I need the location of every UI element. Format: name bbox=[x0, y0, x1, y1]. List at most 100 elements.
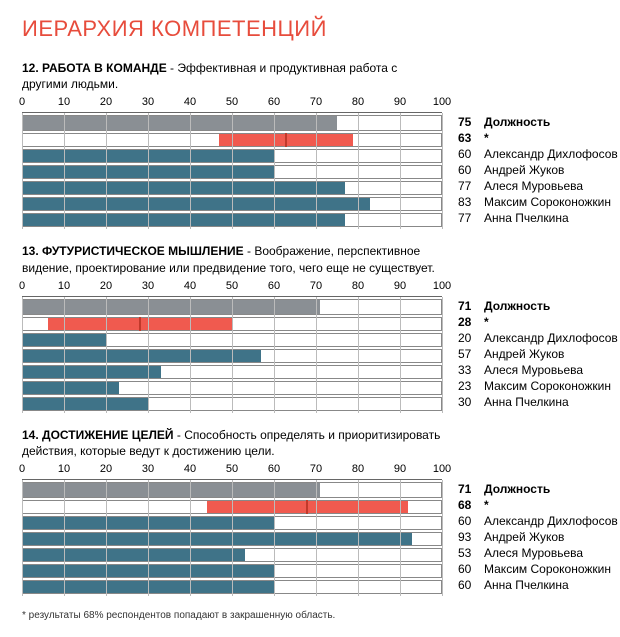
legend-value: 60 bbox=[458, 561, 484, 577]
legend-value: 33 bbox=[458, 362, 484, 378]
bar-person bbox=[22, 365, 442, 379]
bar-fill bbox=[23, 483, 320, 497]
section-number: 12. bbox=[22, 61, 39, 75]
legend-value: 77 bbox=[458, 210, 484, 226]
legend-label: * bbox=[484, 314, 618, 330]
legend-row: 60Александр Дихлофосов bbox=[458, 513, 618, 529]
axis-tick-label: 80 bbox=[352, 280, 364, 292]
bar-person bbox=[22, 349, 442, 363]
ci-mark bbox=[139, 317, 141, 331]
legend-label: Александр Дихлофосов bbox=[484, 513, 618, 529]
axis-tick-label: 70 bbox=[310, 96, 322, 108]
bar-primary bbox=[22, 299, 442, 315]
bar-fill bbox=[23, 150, 274, 162]
legend-label: Андрей Жуков bbox=[484, 529, 618, 545]
legend-value: 60 bbox=[458, 146, 484, 162]
chart: 71Должность28*20Александр Дихлофосов57Ан… bbox=[22, 296, 608, 413]
section-heading: 14. ДОСТИЖЕНИЕ ЦЕЛЕЙ - Способность опред… bbox=[22, 427, 442, 459]
legend-value: 53 bbox=[458, 545, 484, 561]
legend-row: 68* bbox=[458, 497, 618, 513]
legend-label: Алеся Муровьева bbox=[484, 362, 618, 378]
axis-tick-label: 10 bbox=[58, 96, 70, 108]
axis-tick-label: 30 bbox=[142, 280, 154, 292]
bar-person bbox=[22, 181, 442, 195]
legend-value: 23 bbox=[458, 378, 484, 394]
legend-row: 77Анна Пчелкина bbox=[458, 210, 618, 226]
legend-label: Анна Пчелкина bbox=[484, 394, 618, 410]
bar-person bbox=[22, 165, 442, 179]
legend-label: Алеся Муровьева bbox=[484, 545, 618, 561]
axis-tick-label: 40 bbox=[184, 463, 196, 475]
legend: 71Должность28*20Александр Дихлофосов57Ан… bbox=[442, 296, 618, 410]
legend-row: 83Максим Сороконожкин bbox=[458, 194, 618, 210]
axis-tick-label: 40 bbox=[184, 280, 196, 292]
axis: 0102030405060708090100 bbox=[22, 463, 442, 477]
bar-primary bbox=[22, 482, 442, 498]
legend-label: Максим Сороконожкин bbox=[484, 378, 618, 394]
legend-label: Должность bbox=[484, 298, 618, 314]
bar-fill bbox=[23, 533, 412, 545]
section-number: 13. bbox=[22, 244, 39, 258]
bar-primary bbox=[22, 115, 442, 131]
axis-tick-label: 90 bbox=[394, 280, 406, 292]
legend-value: 71 bbox=[458, 298, 484, 314]
bar-fill bbox=[23, 214, 345, 226]
legend-value: 68 bbox=[458, 497, 484, 513]
competency-section: 12. РАБОТА В КОМАНДЕ - Эффективная и про… bbox=[22, 60, 608, 229]
legend-row: 23Максим Сороконожкин bbox=[458, 378, 618, 394]
bar-person bbox=[22, 548, 442, 562]
bar-person bbox=[22, 397, 442, 411]
legend-label: Максим Сороконожкин bbox=[484, 561, 618, 577]
legend-label: * bbox=[484, 497, 618, 513]
legend-label: Должность bbox=[484, 481, 618, 497]
bar-fill bbox=[23, 366, 161, 378]
axis-tick-label: 20 bbox=[100, 463, 112, 475]
legend-value: 20 bbox=[458, 330, 484, 346]
legend-row: 33Алеся Муровьева bbox=[458, 362, 618, 378]
legend-label: Александр Дихлофосов bbox=[484, 330, 618, 346]
legend-row: 71Должность bbox=[458, 298, 618, 314]
bar-fill bbox=[23, 166, 274, 178]
axis-tick-label: 30 bbox=[142, 96, 154, 108]
legend-row: 60Анна Пчелкина bbox=[458, 577, 618, 593]
footnote: * результаты 68% респондентов попадают в… bbox=[22, 610, 608, 621]
legend: 71Должность68*60Александр Дихлофосов93Ан… bbox=[442, 479, 618, 593]
axis-tick-label: 60 bbox=[268, 96, 280, 108]
axis-tick-label: 0 bbox=[19, 463, 25, 475]
bar-ci bbox=[22, 133, 442, 147]
legend-row: 77Алеся Муровьева bbox=[458, 178, 618, 194]
legend-value: 77 bbox=[458, 178, 484, 194]
legend-row: 93Андрей Жуков bbox=[458, 529, 618, 545]
bar-person bbox=[22, 532, 442, 546]
axis-tick-label: 90 bbox=[394, 463, 406, 475]
axis-tick-label: 50 bbox=[226, 463, 238, 475]
competency-section: 14. ДОСТИЖЕНИЕ ЦЕЛЕЙ - Способность опред… bbox=[22, 427, 608, 596]
axis-tick-label: 60 bbox=[268, 280, 280, 292]
legend-row: 20Александр Дихлофосов bbox=[458, 330, 618, 346]
legend-row: 57Андрей Жуков bbox=[458, 346, 618, 362]
axis-tick-label: 90 bbox=[394, 96, 406, 108]
legend-row: 63* bbox=[458, 130, 618, 146]
axis-tick-label: 0 bbox=[19, 280, 25, 292]
legend-value: 60 bbox=[458, 513, 484, 529]
chart: 71Должность68*60Александр Дихлофосов93Ан… bbox=[22, 479, 608, 596]
bar-person bbox=[22, 381, 442, 395]
bars-area bbox=[22, 112, 442, 229]
axis-tick-label: 100 bbox=[433, 280, 451, 292]
legend-value: 60 bbox=[458, 577, 484, 593]
ci-mark bbox=[285, 133, 287, 147]
legend-label: Александр Дихлофосов bbox=[484, 146, 618, 162]
legend-row: 71Должность bbox=[458, 481, 618, 497]
axis-tick-label: 0 bbox=[19, 96, 25, 108]
legend-value: 75 bbox=[458, 114, 484, 130]
legend-label: Андрей Жуков bbox=[484, 346, 618, 362]
legend-row: 28* bbox=[458, 314, 618, 330]
section-heading: 12. РАБОТА В КОМАНДЕ - Эффективная и про… bbox=[22, 60, 442, 92]
sections-container: 12. РАБОТА В КОМАНДЕ - Эффективная и про… bbox=[22, 60, 608, 596]
axis-tick-label: 20 bbox=[100, 96, 112, 108]
legend-label: Андрей Жуков bbox=[484, 162, 618, 178]
legend-row: 30Анна Пчелкина bbox=[458, 394, 618, 410]
legend-label: Анна Пчелкина bbox=[484, 577, 618, 593]
bar-fill bbox=[23, 198, 370, 210]
section-title: ФУТУРИСТИЧЕСКОЕ МЫШЛЕНИЕ bbox=[42, 244, 244, 258]
